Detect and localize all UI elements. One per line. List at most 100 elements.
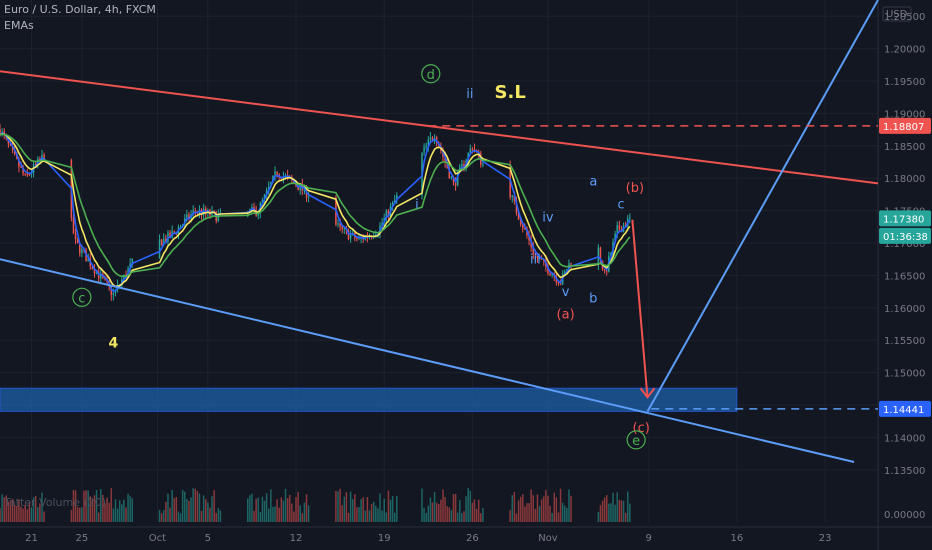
candle-body <box>454 181 457 186</box>
candle-body <box>160 239 163 246</box>
price-tick-label: 1.13500 <box>884 466 925 477</box>
volume-bar <box>114 499 117 522</box>
price-tick-label: 1.14000 <box>884 433 925 444</box>
volume-bar <box>253 510 255 522</box>
volume-bar <box>522 494 524 522</box>
candle-body <box>22 167 24 174</box>
volume-bar <box>614 504 616 522</box>
volume-bar <box>389 499 392 522</box>
volume-bar <box>559 488 562 522</box>
volume-bar <box>444 496 446 522</box>
volume-bar <box>79 507 81 522</box>
volume-bar <box>192 488 194 522</box>
candle-body <box>459 166 461 172</box>
candle-body <box>532 247 535 254</box>
price-tick-label: 1.16000 <box>884 304 925 315</box>
volume-bar <box>295 497 297 522</box>
candle-body <box>423 147 425 153</box>
candle-body <box>547 266 549 274</box>
volume-bar <box>429 497 432 522</box>
volume-bar <box>448 507 451 522</box>
volume-bar <box>211 496 213 522</box>
candle-body <box>515 200 518 213</box>
volume-bar <box>519 496 522 522</box>
volume-bar <box>597 511 600 522</box>
projection-down-line <box>631 219 649 398</box>
drawing-lines[interactable] <box>0 0 879 463</box>
volume-bar <box>442 489 444 522</box>
volume-bar <box>616 492 618 522</box>
target-zone[interactable] <box>0 387 738 412</box>
volume-bar <box>118 500 121 522</box>
price-tick-label: 1.19500 <box>884 77 925 88</box>
volume-bar <box>209 507 211 522</box>
volume-bar <box>608 503 610 522</box>
volume-bar <box>89 496 92 522</box>
wave-circle <box>626 430 646 450</box>
volume-bar <box>526 503 528 522</box>
candle-body <box>112 293 115 296</box>
candle-body <box>261 199 264 204</box>
volume-bar <box>204 499 207 522</box>
candle-body <box>452 177 455 182</box>
candle-body <box>93 268 96 274</box>
candle-body <box>559 283 562 285</box>
volume-bar <box>337 491 339 522</box>
volume-label[interactable]: Tatter Volume (20) <box>4 496 107 509</box>
indicator-label[interactable]: EMAs <box>4 19 34 32</box>
volume-bar <box>274 506 276 522</box>
volume-bar <box>95 490 98 522</box>
candle-body <box>616 225 618 234</box>
candle-body <box>20 166 22 168</box>
volume-bar <box>22 508 24 522</box>
volume-bar <box>383 498 385 522</box>
volume-bar <box>452 494 455 522</box>
volume-bar <box>524 506 526 522</box>
candle-body <box>513 195 516 201</box>
volume-bar <box>605 495 608 522</box>
volume-bar <box>104 503 106 522</box>
volume-bar <box>102 494 104 522</box>
candle-body <box>131 258 134 264</box>
volume-bar <box>456 512 459 522</box>
time-axis[interactable]: 21 25 Oct 5 12 19 26 Nov 9 16 23 <box>25 533 831 544</box>
volume-bar <box>515 513 518 522</box>
volume-bar <box>297 492 299 522</box>
volume-bar <box>427 505 430 522</box>
candle-body <box>618 225 621 230</box>
volume-bar <box>37 507 39 522</box>
volume-bar <box>360 499 362 522</box>
volume-bar <box>299 505 301 522</box>
price-badge-label: 1.14441 <box>883 405 924 416</box>
volume-bar <box>125 507 127 522</box>
symbol-title[interactable]: Euro / U.S. Dollar, 4h, FXCM <box>4 3 156 16</box>
time-tick-label: 23 <box>819 533 832 544</box>
volume-bar <box>610 503 612 522</box>
volume-bar <box>425 512 427 522</box>
trendline-upper <box>0 70 879 185</box>
volume-bar <box>368 510 371 522</box>
currency-box <box>882 6 912 22</box>
volume-bar <box>459 500 461 522</box>
volume-bar <box>257 497 259 522</box>
time-tick-label: 9 <box>646 533 652 544</box>
candle-body <box>26 173 29 175</box>
volume-bar <box>16 505 18 522</box>
volume-bar <box>7 501 10 522</box>
candle-body <box>265 189 268 195</box>
candle-body <box>605 270 608 272</box>
volume-bar <box>186 498 188 522</box>
candle-body <box>522 224 524 229</box>
volume-bar <box>219 510 222 522</box>
candle-body <box>528 235 530 241</box>
wave-label: ii <box>466 87 473 102</box>
candle-body <box>18 158 20 167</box>
candle-body <box>251 206 253 210</box>
candle-body <box>463 163 465 168</box>
volume-bar <box>246 498 249 522</box>
candle-body <box>530 240 532 248</box>
volume-bar <box>570 496 572 522</box>
volume-bar <box>1 494 3 522</box>
